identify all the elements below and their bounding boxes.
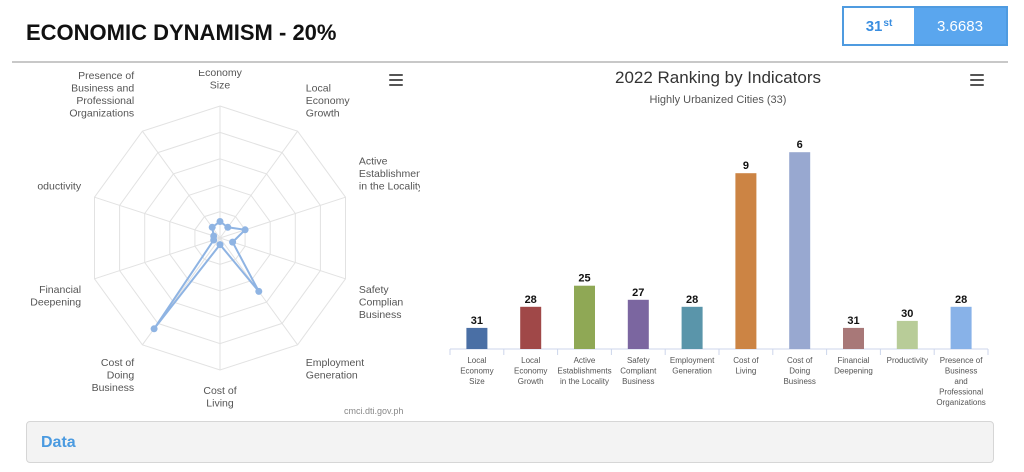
bar[interactable] <box>574 285 595 349</box>
x-tick-label: Employment Generation <box>670 356 715 376</box>
radar-axis-label: Local Economy Growth <box>306 82 351 119</box>
radar-point[interactable] <box>208 223 216 231</box>
bar-data-label: 28 <box>686 294 698 306</box>
bar-data-label: 27 <box>632 287 644 299</box>
data-panel-label: Data <box>41 434 76 451</box>
radar-axis-label: Cost of Living <box>203 385 236 410</box>
bar[interactable] <box>843 327 864 349</box>
radar-point[interactable] <box>216 241 224 249</box>
radar-axis-label: Safety Complian Business <box>359 284 404 321</box>
data-panel[interactable]: Data <box>26 421 994 463</box>
x-tick-label: Cost of Living <box>733 356 759 376</box>
bar[interactable] <box>466 327 488 349</box>
bar[interactable] <box>950 306 972 349</box>
radar-axis-line <box>94 237 221 280</box>
bar[interactable] <box>789 152 811 349</box>
radar-axis-line <box>94 196 221 239</box>
rank-suffix: st <box>883 17 893 29</box>
bar-menu-icon[interactable] <box>970 74 984 86</box>
bar-chart-subtitle: Highly Urbanized Cities (33) <box>650 94 787 106</box>
radar-point[interactable] <box>216 218 224 225</box>
radar-axis-label: oductivity <box>37 180 82 192</box>
x-tick-label: Local Economy Growth <box>514 356 547 386</box>
radar-point[interactable] <box>241 226 249 234</box>
bar[interactable] <box>681 306 703 349</box>
radar-point[interactable] <box>150 325 158 333</box>
radar-axis-line <box>219 130 299 239</box>
radar-point[interactable] <box>229 238 237 246</box>
radar-point[interactable] <box>210 232 218 240</box>
radar-axis-label: Employment Generation <box>306 357 364 382</box>
bar-x-axis <box>449 348 989 355</box>
x-tick-label: Financial Deepening <box>834 356 873 376</box>
header-divider <box>12 61 1008 63</box>
radar-menu-icon[interactable] <box>389 74 403 86</box>
x-tick-label: Cost of Doing Business <box>783 356 815 386</box>
x-tick-label: Local Economy Size <box>460 356 493 386</box>
bar-data-label: 28 <box>955 294 967 306</box>
bar[interactable] <box>520 306 542 349</box>
bar[interactable] <box>896 320 918 349</box>
radar-point[interactable] <box>255 287 263 295</box>
bar-data-label: 9 <box>743 160 749 172</box>
page-title: ECONOMIC DYNAMISM - 20% <box>26 20 337 45</box>
radar-axis-label: Presence of Business and Professional Organ… <box>69 70 134 119</box>
bar-data-label: 6 <box>797 139 803 151</box>
bar-data-label: 31 <box>847 315 859 327</box>
bar[interactable] <box>627 299 649 349</box>
rank-number: 31 <box>865 17 883 35</box>
x-tick-label: Productivity <box>887 356 928 365</box>
radar-axis-label: Cost of Doing Business <box>92 357 135 394</box>
score-value: 3.6683 <box>914 8 1006 44</box>
bar-data-label: 30 <box>901 308 913 320</box>
x-tick-label: Safety Compliant Business <box>620 356 657 386</box>
radar-grid <box>94 105 346 371</box>
radar-point[interactable] <box>224 223 232 231</box>
bar-chart: 2022 Ranking by Indicators Highly Urbaniz… <box>449 68 989 407</box>
radar-axis-label: Financial Deepening <box>30 284 81 309</box>
x-tick-label: Presence of Business and Professional Organi… <box>936 356 985 407</box>
bar-data-label: 25 <box>578 273 590 285</box>
bar-chart-title: 2022 Ranking by Indicators <box>615 68 821 87</box>
bar-data-label: 31 <box>471 315 483 327</box>
bar[interactable] <box>735 173 757 349</box>
radar-axis-line <box>219 237 346 280</box>
chart-credit[interactable]: cmci.dti.gov.ph <box>344 406 404 416</box>
x-tick-label: Active Establishments in the Locality <box>557 356 611 386</box>
radar-axis-line <box>141 130 221 239</box>
bar-data-label: 28 <box>525 294 537 306</box>
radar-axis-line <box>219 196 346 239</box>
